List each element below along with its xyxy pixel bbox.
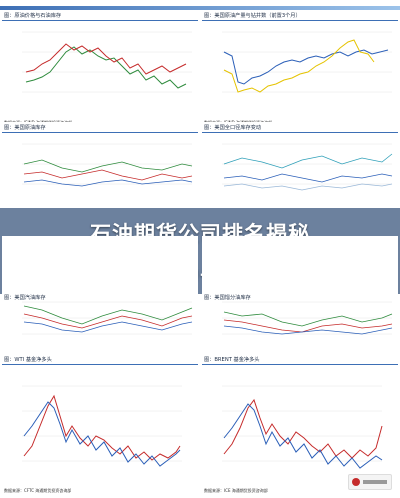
panel-source-note: 数据来源：CFTC 海通期货投资咨询部 (4, 488, 72, 493)
chart-panel-us-output-rigs: 图：美国原油产量与钻井数（前置3个月） 数据来源：IFIND 海通期货投资咨询部 (202, 10, 398, 126)
panel-title: 图：原油价格与石油库存 (4, 13, 62, 19)
chart-plot (222, 301, 393, 335)
panel-divider (202, 364, 398, 365)
panel-divider (2, 364, 198, 365)
chart-plot (222, 385, 383, 469)
chart-panel-us-gasoline-inventory: 图：美国汽油库存 (2, 236, 198, 352)
panel-title: 图：美国原油产量与钻井数（前置3个月） (204, 13, 301, 19)
panel-title: 图：美国汽油库存 (4, 295, 46, 301)
chart-plot (22, 143, 193, 187)
panel-title: 图：BRENT 基金净多头 (204, 357, 260, 363)
chart-plot (222, 143, 393, 191)
top-decoration-bar (0, 6, 400, 10)
panel-divider (202, 132, 398, 133)
panel-divider (2, 132, 198, 133)
panel-title: 图：美国原油库存 (4, 125, 46, 131)
panel-title: 图：美国全口径库存变动 (204, 125, 262, 131)
logo-wordmark (363, 480, 387, 484)
chart-panel-crude-price-inventory: 图：原油价格与石油库存 数据来源：IFIND 海通期货投资咨询部 (2, 10, 198, 126)
panel-title: 图：WTI 基金净多头 (4, 357, 52, 363)
panel-title: 图：美国馏分油库存 (204, 295, 251, 301)
panel-source-note: 数据来源：ICE 海通期货投资咨询部 (204, 488, 268, 493)
logo-icon (352, 478, 360, 486)
chart-plot (22, 385, 182, 467)
chart-panel-brent-net-long: 图：BRENT 基金净多头 数据来源：ICE 海通期货投资咨询部 (202, 354, 398, 494)
chart-plot (22, 301, 193, 335)
chart-plot (22, 31, 192, 93)
panel-divider (202, 20, 398, 21)
chart-plot (222, 31, 392, 93)
logo-watermark (348, 474, 392, 490)
panel-divider (2, 20, 198, 21)
chart-panel-wti-net-long: 图：WTI 基金净多头 数据来源：CFTC 海通期货投资咨询部 (2, 354, 198, 494)
chart-panel-us-distillate-inventory: 图：美国馏分油库存 (202, 236, 398, 352)
